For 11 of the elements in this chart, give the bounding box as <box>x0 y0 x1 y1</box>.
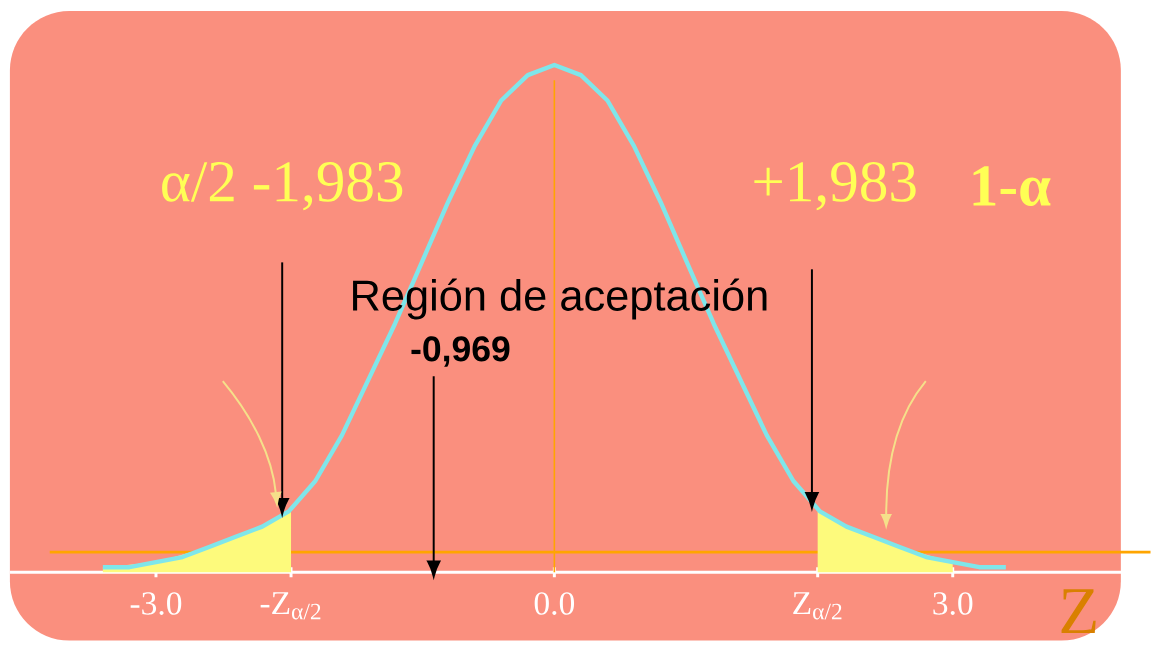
annotation: 1-α <box>973 166 1051 207</box>
annotation: +1,983 <box>754 162 916 211</box>
annotation: Región de aceptación <box>353 278 767 320</box>
x-tick-label: -3.0 <box>130 592 182 616</box>
x-tick-label: Z$_{α/2}$ <box>793 592 842 620</box>
annotation: -0,969 <box>411 336 510 367</box>
x-tick-label: 0.0 <box>534 592 575 616</box>
annotation: α/2 -1,983 <box>162 162 403 211</box>
x-tick-label: 3.0 <box>933 592 973 616</box>
x-axis-title: Z <box>1061 589 1096 634</box>
x-tick-label: -Z$_{α/2}$ <box>260 592 321 620</box>
